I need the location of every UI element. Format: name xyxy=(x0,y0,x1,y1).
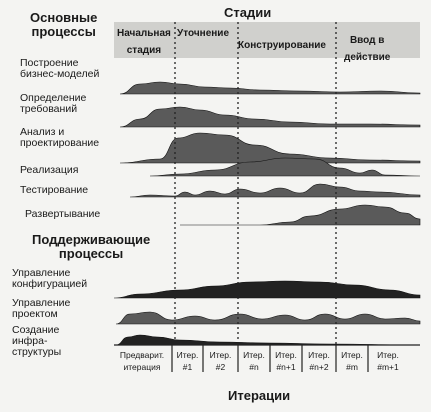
iteration-prelim-line1: Предварит. xyxy=(119,350,165,360)
iteration-n-plus-2-line1: Итер. xyxy=(308,350,330,360)
curve-deployment xyxy=(179,204,421,226)
process-analysis-design: Анализ и проектирование xyxy=(20,126,100,150)
stage-label-elaboration-line1: Уточнение xyxy=(177,28,230,39)
iteration-1: Итер. #1 xyxy=(172,351,203,372)
stage-label-transition: Ввод в действие xyxy=(344,35,391,63)
iteration-1-line2: #1 xyxy=(182,361,193,372)
iteration-2-line1: Итер. xyxy=(209,350,232,360)
process-business-modeling-line2: бизнес-моделей xyxy=(20,68,100,81)
main-processes-title: Основные процессы xyxy=(30,11,97,38)
curve-business-modeling xyxy=(119,81,421,95)
process-analysis-design-line2: проектирование xyxy=(20,137,100,150)
process-deployment-line1: Развертывание xyxy=(25,208,101,220)
stage-label-construction-line1: Конструирование xyxy=(238,40,326,51)
iteration-2-line2: #2 xyxy=(215,361,226,372)
process-implementation: Реализация xyxy=(20,164,79,176)
iteration-n-plus-1: Итер. #n+1 xyxy=(270,351,302,372)
process-requirements-line2: требований xyxy=(20,103,78,116)
process-business-modeling-line1: Построение xyxy=(20,57,79,69)
iteration-n-plus-2: Итер. #n+2 xyxy=(302,351,336,372)
stage-label-transition-line2: действие xyxy=(344,51,391,63)
iteration-1-line1: Итер. xyxy=(176,350,199,360)
iteration-n: Итер. #n xyxy=(238,351,270,372)
curve-config-management xyxy=(113,280,421,299)
process-config-management-line1: Управление xyxy=(12,267,71,279)
iteration-m-line2: #m xyxy=(346,361,358,372)
process-requirements-line1: Определение xyxy=(20,92,87,104)
process-config-management: Управление конфигурацией xyxy=(12,267,88,291)
main-processes-title-line2: процессы xyxy=(31,23,96,39)
iteration-m-line1: Итер. xyxy=(341,350,363,360)
iteration-m-plus-1-line1: Итер. xyxy=(377,350,399,360)
stage-label-inception-line1: Начальная xyxy=(117,28,171,39)
process-config-management-line2: конфигурацией xyxy=(12,278,88,291)
process-testing-line1: Тестирование xyxy=(20,184,89,196)
stage-label-inception: Начальная стадия xyxy=(117,28,171,56)
curve-infrastructure xyxy=(115,334,421,346)
main-processes-title-line1: Основные xyxy=(30,10,98,25)
curve-project-management xyxy=(115,311,421,325)
iteration-n-line1: Итер. xyxy=(243,350,265,360)
process-infrastructure-line2: инфра- xyxy=(12,335,48,348)
iteration-m-plus-1: Итер. #m+1 xyxy=(368,351,408,372)
process-testing: Тестирование xyxy=(20,184,89,196)
stage-label-construction: Конструирование xyxy=(238,40,326,52)
process-analysis-design-line1: Анализ и xyxy=(20,126,65,138)
iteration-n-line2: #n xyxy=(249,361,259,372)
process-implementation-line1: Реализация xyxy=(20,164,79,176)
curve-testing xyxy=(129,183,421,198)
stage-header-band xyxy=(114,22,420,58)
supporting-processes-title-line1: Поддерживающие xyxy=(32,232,151,247)
process-project-management-line2: проектом xyxy=(12,308,58,321)
process-deployment: Развертывание xyxy=(25,208,101,220)
iteration-n-plus-2-line2: #n+2 xyxy=(309,361,329,372)
process-infrastructure-line3: структуры xyxy=(12,346,62,359)
stage-label-transition-line1: Ввод в xyxy=(349,35,385,46)
curve-analysis-design xyxy=(119,132,421,164)
iteration-m-plus-1-line2: #m+1 xyxy=(377,361,399,372)
curve-implementation xyxy=(149,157,421,177)
workload-curves xyxy=(113,81,421,346)
process-requirements: Определение требований xyxy=(20,92,87,116)
iteration-prelim-line2: итерация xyxy=(123,361,161,372)
process-infrastructure-line1: Создание xyxy=(12,324,60,336)
stage-label-elaboration: Уточнение xyxy=(177,28,230,40)
stages-title: Стадии xyxy=(224,5,272,20)
process-business-modeling: Построение бизнес-моделей xyxy=(20,57,100,81)
iteration-m: Итер. #m xyxy=(336,351,368,372)
iterations-title: Итерации xyxy=(228,388,291,403)
curve-requirements xyxy=(119,106,421,128)
iteration-n-plus-1-line1: Итер. xyxy=(275,350,297,360)
process-project-management: Управление проектом xyxy=(12,297,71,321)
iteration-2: Итер. #2 xyxy=(203,351,238,372)
stage-label-inception-line2: стадия xyxy=(126,44,162,56)
iteration-prelim: Предварит. итерация xyxy=(112,351,172,372)
process-infrastructure: Создание инфра- структуры xyxy=(12,324,62,359)
iteration-n-plus-1-line2: #n+1 xyxy=(276,361,296,372)
supporting-processes-title-line2: процессы xyxy=(58,245,124,261)
supporting-processes-title: Поддерживающие процессы xyxy=(32,233,150,260)
process-project-management-line1: Управление xyxy=(12,297,71,309)
